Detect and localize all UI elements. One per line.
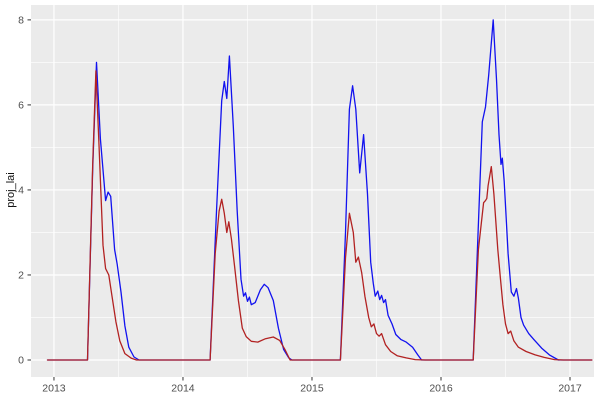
x-tick-label: 2016: [429, 383, 453, 395]
x-tick-label: 2014: [171, 383, 195, 395]
x-tick-label: 2013: [42, 383, 66, 395]
y-tick-label: 0: [18, 354, 24, 366]
y-tick-label: 6: [18, 99, 24, 111]
x-tick-label: 2015: [300, 383, 324, 395]
y-tick-label: 8: [18, 14, 24, 26]
y-axis-title: proj_lai: [5, 172, 17, 208]
y-tick-label: 4: [18, 184, 24, 196]
red-series-line: [46, 70, 593, 361]
x-tick-label: 2017: [558, 383, 582, 395]
y-tick-label: 2: [18, 269, 24, 281]
